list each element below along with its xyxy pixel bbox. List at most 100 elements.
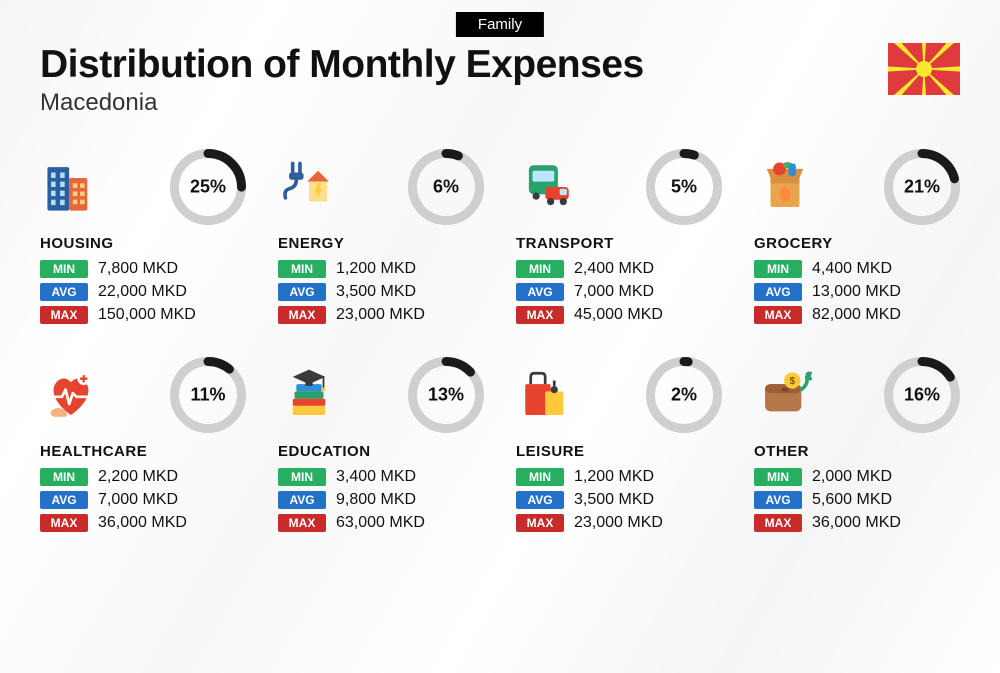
stat-avg: AVG 5,600 MKD <box>754 491 960 509</box>
avg-badge: AVG <box>516 283 564 301</box>
category-card-energy: 6% ENERGY MIN 1,200 MKD AVG 3,500 MKD MA… <box>278 149 484 329</box>
avg-value: 22,000 MKD <box>98 283 187 301</box>
max-value: 36,000 MKD <box>98 514 187 532</box>
percentage-label: 16% <box>904 385 940 406</box>
min-value: 1,200 MKD <box>574 468 654 486</box>
stat-max: MAX 36,000 MKD <box>40 514 246 532</box>
stat-max: MAX 82,000 MKD <box>754 306 960 324</box>
avg-value: 7,000 MKD <box>574 283 654 301</box>
transport-icon <box>516 156 578 218</box>
healthcare-icon <box>40 364 102 426</box>
buildings-icon <box>40 156 102 218</box>
avg-badge: AVG <box>754 491 802 509</box>
stat-min: MIN 3,400 MKD <box>278 468 484 486</box>
max-value: 23,000 MKD <box>574 514 663 532</box>
category-name: LEISURE <box>516 443 722 460</box>
min-badge: MIN <box>516 468 564 486</box>
min-value: 7,800 MKD <box>98 260 178 278</box>
max-badge: MAX <box>40 514 88 532</box>
category-name: GROCERY <box>754 235 960 252</box>
stat-max: MAX 23,000 MKD <box>516 514 722 532</box>
min-badge: MIN <box>754 260 802 278</box>
stat-max: MAX 150,000 MKD <box>40 306 246 324</box>
page-title: Distribution of Monthly Expenses <box>40 43 644 87</box>
percentage-label: 21% <box>904 177 940 198</box>
category-name: ENERGY <box>278 235 484 252</box>
stat-avg: AVG 3,500 MKD <box>516 491 722 509</box>
category-card-transport: 5% TRANSPORT MIN 2,400 MKD AVG 7,000 MKD… <box>516 149 722 329</box>
stat-avg: AVG 9,800 MKD <box>278 491 484 509</box>
categories-grid: 25% HOUSING MIN 7,800 MKD AVG 22,000 MKD… <box>40 149 960 537</box>
education-icon <box>278 364 340 426</box>
svg-text:$: $ <box>789 376 795 387</box>
category-name: HEALTHCARE <box>40 443 246 460</box>
category-name: EDUCATION <box>278 443 484 460</box>
max-value: 82,000 MKD <box>812 306 901 324</box>
donut-chart: 5% <box>646 149 722 225</box>
category-card-grocery: 21% GROCERY MIN 4,400 MKD AVG 13,000 MKD… <box>754 149 960 329</box>
max-badge: MAX <box>516 306 564 324</box>
max-value: 45,000 MKD <box>574 306 663 324</box>
page-subtitle: Macedonia <box>40 89 644 117</box>
min-value: 3,400 MKD <box>336 468 416 486</box>
stat-max: MAX 23,000 MKD <box>278 306 484 324</box>
category-name: OTHER <box>754 443 960 460</box>
category-card-leisure: 2% LEISURE MIN 1,200 MKD AVG 3,500 MKD M… <box>516 357 722 537</box>
family-badge: Family <box>456 12 544 37</box>
max-badge: MAX <box>278 306 326 324</box>
min-badge: MIN <box>278 260 326 278</box>
percentage-label: 5% <box>671 177 697 198</box>
avg-value: 7,000 MKD <box>98 491 178 509</box>
category-card-other: $ 16% OTHER MIN 2,000 MKD AVG 5,600 MKD … <box>754 357 960 537</box>
max-badge: MAX <box>754 306 802 324</box>
avg-badge: AVG <box>754 283 802 301</box>
avg-badge: AVG <box>516 491 564 509</box>
min-badge: MIN <box>40 260 88 278</box>
avg-badge: AVG <box>40 491 88 509</box>
stat-avg: AVG 3,500 MKD <box>278 283 484 301</box>
stat-min: MIN 1,200 MKD <box>278 260 484 278</box>
leisure-icon <box>516 364 578 426</box>
avg-badge: AVG <box>278 283 326 301</box>
stat-min: MIN 7,800 MKD <box>40 260 246 278</box>
min-value: 1,200 MKD <box>336 260 416 278</box>
percentage-label: 6% <box>433 177 459 198</box>
category-card-healthcare: 11% HEALTHCARE MIN 2,200 MKD AVG 7,000 M… <box>40 357 246 537</box>
stat-max: MAX 36,000 MKD <box>754 514 960 532</box>
header: Distribution of Monthly Expenses Macedon… <box>40 43 960 117</box>
energy-icon <box>278 156 340 218</box>
donut-chart: 16% <box>884 357 960 433</box>
stat-min: MIN 2,200 MKD <box>40 468 246 486</box>
grocery-icon <box>754 156 816 218</box>
avg-badge: AVG <box>40 283 88 301</box>
percentage-label: 11% <box>190 385 225 406</box>
donut-chart: 11% <box>170 357 246 433</box>
min-badge: MIN <box>516 260 564 278</box>
percentage-label: 25% <box>190 177 226 198</box>
max-badge: MAX <box>278 514 326 532</box>
avg-value: 3,500 MKD <box>574 491 654 509</box>
percentage-label: 2% <box>671 385 697 406</box>
max-value: 36,000 MKD <box>812 514 901 532</box>
stat-max: MAX 63,000 MKD <box>278 514 484 532</box>
stat-max: MAX 45,000 MKD <box>516 306 722 324</box>
stat-avg: AVG 7,000 MKD <box>516 283 722 301</box>
min-value: 2,400 MKD <box>574 260 654 278</box>
donut-chart: 25% <box>170 149 246 225</box>
stat-min: MIN 4,400 MKD <box>754 260 960 278</box>
min-value: 4,400 MKD <box>812 260 892 278</box>
avg-value: 13,000 MKD <box>812 283 901 301</box>
donut-chart: 2% <box>646 357 722 433</box>
donut-chart: 13% <box>408 357 484 433</box>
category-card-education: 13% EDUCATION MIN 3,400 MKD AVG 9,800 MK… <box>278 357 484 537</box>
max-value: 63,000 MKD <box>336 514 425 532</box>
max-badge: MAX <box>516 514 564 532</box>
stat-min: MIN 1,200 MKD <box>516 468 722 486</box>
stat-avg: AVG 13,000 MKD <box>754 283 960 301</box>
flag-icon <box>888 43 960 95</box>
max-value: 150,000 MKD <box>98 306 196 324</box>
min-badge: MIN <box>40 468 88 486</box>
max-badge: MAX <box>754 514 802 532</box>
category-name: TRANSPORT <box>516 235 722 252</box>
min-badge: MIN <box>278 468 326 486</box>
